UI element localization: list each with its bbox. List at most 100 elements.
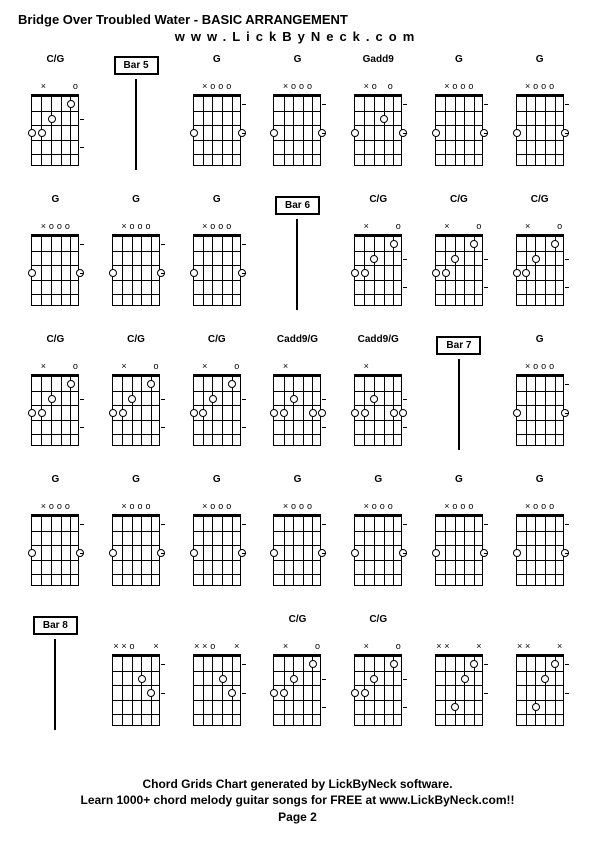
string-markers: × bbox=[354, 362, 402, 372]
finger-dot bbox=[351, 269, 359, 277]
finger-dot bbox=[190, 129, 198, 137]
finger-dot bbox=[190, 409, 198, 417]
string-markers: ×o bbox=[31, 362, 79, 372]
finger-dot bbox=[28, 129, 36, 137]
fretboard bbox=[354, 94, 402, 166]
open-icon: o bbox=[556, 222, 564, 232]
chord-diagram: ×ooo bbox=[25, 208, 85, 308]
open-icon: o bbox=[540, 362, 548, 372]
blank-marker bbox=[47, 82, 55, 92]
open-icon: o bbox=[71, 82, 79, 92]
fretboard bbox=[31, 94, 79, 166]
chord-cell: G×ooo bbox=[99, 194, 174, 326]
string-markers: ×o bbox=[354, 642, 402, 652]
fretboard bbox=[435, 234, 483, 306]
string-markers: ×ooo bbox=[435, 82, 483, 92]
chord-diagram: ×ooo bbox=[510, 68, 570, 168]
chord-diagram: ×o bbox=[510, 208, 570, 308]
blank-marker bbox=[233, 82, 241, 92]
bar-marker-cell: Bar 8 bbox=[18, 614, 93, 746]
finger-dot bbox=[190, 549, 198, 557]
fretboard bbox=[273, 654, 321, 726]
chord-diagram: ×ooo bbox=[429, 488, 489, 588]
finger-dot bbox=[541, 675, 549, 683]
blank-marker bbox=[475, 502, 483, 512]
mute-icon: × bbox=[443, 502, 451, 512]
chord-cell: C/G×o bbox=[422, 194, 497, 326]
finger-dot bbox=[228, 689, 236, 697]
open-icon: o bbox=[128, 502, 136, 512]
blank-marker bbox=[152, 502, 160, 512]
mute-icon: × bbox=[281, 502, 289, 512]
open-icon: o bbox=[209, 82, 217, 92]
string-markers: ×ooo bbox=[193, 82, 241, 92]
finger-dot bbox=[109, 269, 117, 277]
chord-diagram: ×ooo bbox=[106, 488, 166, 588]
footer-line1: Chord Grids Chart generated by LickByNec… bbox=[0, 776, 595, 793]
finger-dot bbox=[280, 689, 288, 697]
blank-marker bbox=[370, 362, 378, 372]
blank-marker bbox=[313, 82, 321, 92]
blank-marker bbox=[152, 222, 160, 232]
finger-dot bbox=[390, 660, 398, 668]
blank-marker bbox=[435, 82, 443, 92]
fretboard bbox=[354, 234, 402, 306]
blank-marker bbox=[225, 362, 233, 372]
string-markers: ×ooo bbox=[112, 222, 160, 232]
mute-icon: × bbox=[39, 82, 47, 92]
finger-dot bbox=[351, 549, 359, 557]
chord-label: C/G bbox=[369, 194, 387, 208]
blank-marker bbox=[273, 82, 281, 92]
blank-marker bbox=[297, 642, 305, 652]
string-markers: ×o bbox=[31, 82, 79, 92]
chord-label: G bbox=[536, 54, 544, 68]
chord-diagram: × bbox=[348, 348, 408, 448]
chord-cell: ××× bbox=[502, 614, 577, 746]
finger-dot bbox=[522, 269, 530, 277]
mute-icon: × bbox=[120, 502, 128, 512]
mute-icon: × bbox=[201, 362, 209, 372]
chord-label: C/G bbox=[127, 334, 145, 348]
mute-icon: × bbox=[233, 642, 241, 652]
chord-diagram: ×ooo bbox=[267, 488, 327, 588]
chord-label: C/G bbox=[450, 194, 468, 208]
chord-diagram: ××o× bbox=[187, 628, 247, 728]
fretboard bbox=[516, 234, 564, 306]
chord-label: G bbox=[374, 474, 382, 488]
finger-dot bbox=[199, 409, 207, 417]
chord-cell: Cadd9/G× bbox=[341, 334, 416, 466]
finger-dot bbox=[351, 689, 359, 697]
chord-cell: C/G ×o bbox=[18, 334, 93, 466]
finger-dot bbox=[461, 675, 469, 683]
chord-diagram: ×o bbox=[348, 208, 408, 308]
page-url: www.LickByNeck.com bbox=[18, 29, 577, 44]
string-markers: ××o× bbox=[112, 642, 160, 652]
finger-dot bbox=[470, 240, 478, 248]
blank-marker bbox=[31, 82, 39, 92]
open-icon: o bbox=[548, 502, 556, 512]
blank-marker bbox=[386, 222, 394, 232]
string-markers: ×ooo bbox=[435, 502, 483, 512]
finger-dot bbox=[147, 689, 155, 697]
blank-marker bbox=[313, 362, 321, 372]
chord-label: G bbox=[536, 334, 544, 348]
blank-marker bbox=[475, 82, 483, 92]
chord-label: C/G bbox=[46, 334, 64, 348]
open-icon: o bbox=[540, 502, 548, 512]
fretboard bbox=[193, 654, 241, 726]
blank-marker bbox=[233, 222, 241, 232]
string-markers: ×o bbox=[273, 642, 321, 652]
bar-marker-cell: Bar 5 bbox=[99, 54, 174, 186]
chord-diagram: ×ooo bbox=[25, 488, 85, 588]
fretboard bbox=[516, 94, 564, 166]
mute-icon: × bbox=[362, 362, 370, 372]
mute-icon: × bbox=[201, 82, 209, 92]
finger-dot bbox=[280, 409, 288, 417]
string-markers: ××o× bbox=[193, 642, 241, 652]
fretboard bbox=[193, 374, 241, 446]
blank-marker bbox=[540, 222, 548, 232]
blank-marker bbox=[209, 362, 217, 372]
blank-marker bbox=[112, 502, 120, 512]
finger-dot bbox=[270, 549, 278, 557]
chord-diagram: ×o bbox=[187, 348, 247, 448]
